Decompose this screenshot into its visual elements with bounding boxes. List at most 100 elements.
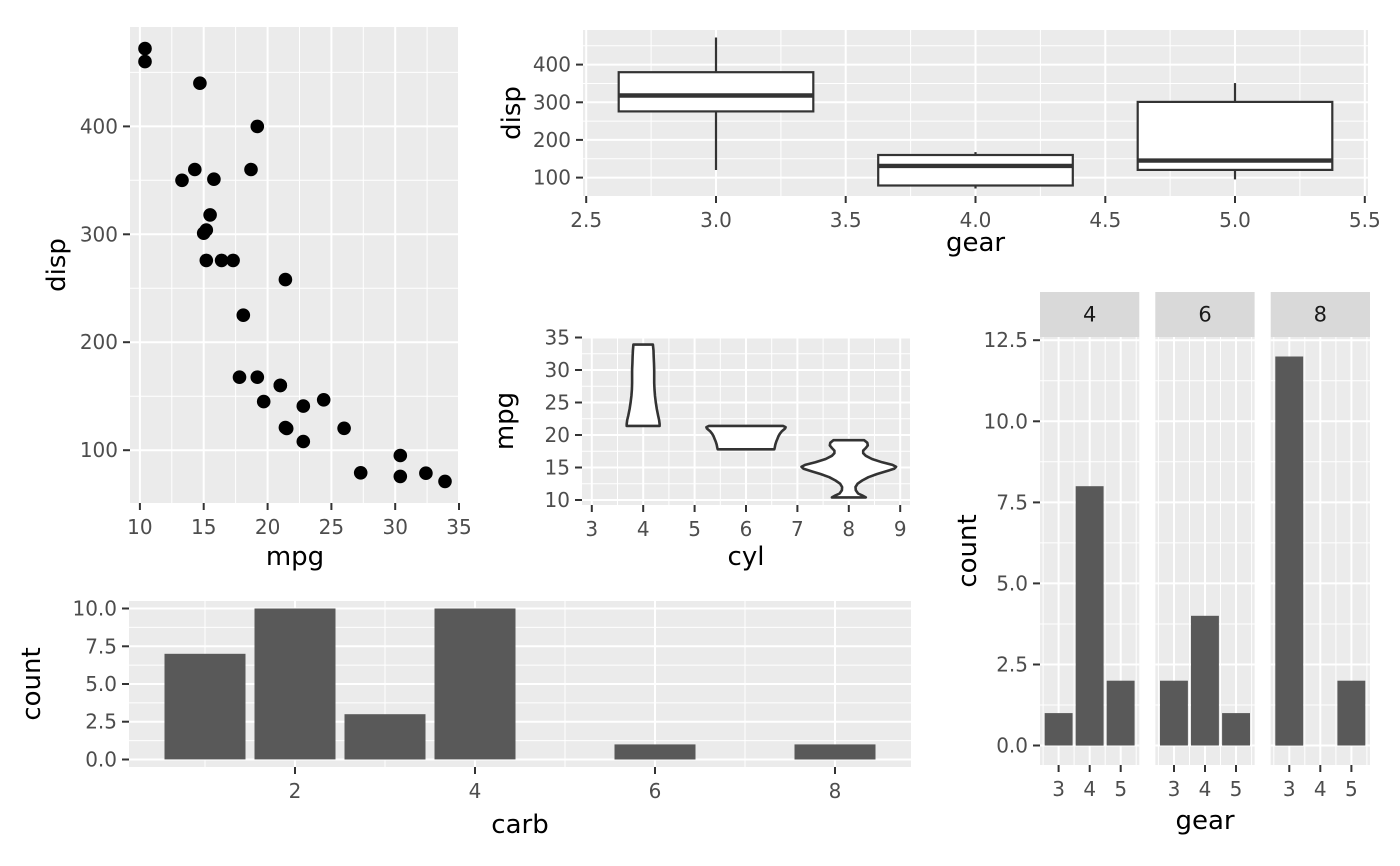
svg-text:4: 4 — [469, 779, 482, 803]
bar-count-by-carb: 2 4 6 8 0.0 2.5 5.0 7.5 10.0 carb count — [0, 580, 940, 866]
svg-text:4.0: 4.0 — [960, 208, 992, 232]
svg-text:15: 15 — [545, 456, 570, 480]
x-axis-ticks — [294, 767, 836, 774]
svg-text:30: 30 — [382, 515, 407, 539]
y-axis-tick-labels: 0.0 2.5 5.0 7.5 10.0 12.5 — [983, 328, 1028, 757]
svg-text:6: 6 — [1198, 303, 1211, 327]
facet-strip-label: 8 — [1314, 303, 1327, 327]
svg-text:5: 5 — [1114, 777, 1127, 801]
x-axis-tick-labels: 3 4 5 6 7 8 9 — [585, 517, 906, 541]
y-axis-ticks — [576, 63, 583, 179]
svg-text:30: 30 — [545, 358, 570, 382]
facet-bars-cyl-6 — [1160, 615, 1250, 746]
svg-text:2: 2 — [289, 779, 302, 803]
svg-text:count: count — [953, 514, 983, 587]
svg-text:8: 8 — [842, 517, 855, 541]
svg-text:0.0: 0.0 — [85, 748, 117, 772]
svg-text:count: count — [17, 647, 47, 720]
svg-text:mpg: mpg — [266, 542, 324, 572]
svg-text:10: 10 — [127, 515, 152, 539]
y-axis-ticks — [122, 607, 129, 761]
x-axis-tick-labels: 10 15 20 25 30 35 — [127, 515, 472, 539]
box-gear-disp: 2.5 3.0 3.5 4.0 4.5 5.0 5.5 100 200 300 400 gear dis… — [497, 30, 1381, 258]
svg-text:cyl: cyl — [728, 542, 765, 572]
svg-text:4: 4 — [1083, 777, 1096, 801]
svg-text:5: 5 — [688, 517, 701, 541]
y-axis-tick-labels: 100 200 300 400 — [80, 114, 118, 462]
svg-text:4: 4 — [637, 517, 650, 541]
svg-text:5: 5 — [1230, 777, 1243, 801]
svg-text:20: 20 — [545, 423, 570, 447]
svg-text:6: 6 — [649, 779, 662, 803]
y-axis-tick-labels: 0.0 2.5 5.0 7.5 10.0 — [72, 597, 117, 772]
svg-text:gear: gear — [946, 228, 1005, 258]
x-axis-title: mpg — [266, 542, 324, 572]
violin-mpg-by-cyl: 3 4 5 6 7 8 9 10 15 20 25 30 35 cyl mpg — [480, 280, 950, 580]
y-axis-ticks — [1033, 339, 1040, 747]
faceted-bar-count-by-gear: 4 3 4 5 6 3 4 5 8 3 4 5 0.0 2.5 5.0 7.5 10.0 12.5 gear coun… — [950, 280, 1400, 866]
svg-text:0.0: 0.0 — [996, 734, 1028, 758]
y-axis-title: count — [17, 647, 47, 720]
y-axis-tick-labels: 100 200 300 400 — [533, 53, 571, 190]
svg-text:35: 35 — [545, 326, 570, 350]
svg-text:25: 25 — [319, 515, 344, 539]
svg-text:7: 7 — [791, 517, 804, 541]
svg-text:4.5: 4.5 — [1089, 208, 1121, 232]
svg-text:3: 3 — [1052, 777, 1065, 801]
x-axis-ticks — [585, 196, 1366, 203]
y-axis-tick-labels: 10 15 20 25 30 35 — [545, 326, 570, 513]
svg-text:400: 400 — [533, 53, 571, 77]
svg-text:10: 10 — [545, 488, 570, 512]
bar-carb-count: 2 4 6 8 0.0 2.5 5.0 7.5 10.0 carb count — [17, 597, 911, 840]
svg-text:3: 3 — [1168, 777, 1181, 801]
x-axis-title: cyl — [728, 542, 765, 572]
svg-text:12.5: 12.5 — [983, 328, 1028, 352]
svg-text:disp: disp — [497, 86, 527, 140]
svg-text:7.5: 7.5 — [996, 490, 1028, 514]
facet-bars-cyl-4 — [1044, 486, 1135, 746]
facet-strip — [1155, 292, 1255, 337]
svg-text:gear: gear — [1175, 806, 1234, 836]
y-axis-title: count — [953, 514, 983, 587]
facet-strip-label: 6 — [1198, 303, 1211, 327]
svg-text:3: 3 — [1283, 777, 1296, 801]
svg-text:300: 300 — [533, 90, 571, 114]
svg-text:35: 35 — [446, 515, 471, 539]
scatter-points — [138, 41, 452, 489]
facet-strip — [1040, 292, 1140, 337]
x-axis-tick-labels: 2.5 3.0 3.5 4.0 4.5 5.0 5.5 — [570, 208, 1380, 232]
svg-text:5.0: 5.0 — [85, 672, 117, 696]
svg-text:300: 300 — [80, 222, 118, 246]
x-axis-title: gear — [1175, 806, 1234, 836]
svg-text:3: 3 — [585, 517, 598, 541]
violin-shapes — [625, 343, 898, 499]
svg-text:100: 100 — [80, 438, 118, 462]
svg-text:5.0: 5.0 — [1219, 208, 1251, 232]
svg-text:2.5: 2.5 — [85, 710, 117, 734]
svg-text:20: 20 — [255, 515, 280, 539]
svg-text:2.5: 2.5 — [996, 653, 1028, 677]
panel-background — [130, 27, 460, 503]
svg-text:10.0: 10.0 — [983, 409, 1028, 433]
svg-text:5.0: 5.0 — [996, 571, 1028, 595]
svg-text:200: 200 — [80, 330, 118, 354]
y-axis-ticks — [123, 125, 130, 452]
svg-text:200: 200 — [533, 128, 571, 152]
svg-text:8: 8 — [1314, 303, 1327, 327]
y-axis-title: disp — [42, 238, 72, 292]
svg-text:5.5: 5.5 — [1349, 208, 1381, 232]
svg-text:15: 15 — [191, 515, 216, 539]
svg-text:4: 4 — [1083, 303, 1096, 327]
svg-text:mpg: mpg — [490, 392, 520, 450]
scatter-disp-vs-mpg: 10 15 20 25 30 35 100 200 300 400 mpg disp — [0, 0, 480, 580]
x-axis-tick-labels: 2 4 6 8 — [289, 779, 842, 803]
svg-text:25: 25 — [545, 391, 570, 415]
svg-text:10.0: 10.0 — [72, 597, 117, 621]
svg-text:5: 5 — [1345, 777, 1358, 801]
svg-text:disp: disp — [42, 238, 72, 292]
x-axis-ticks — [590, 505, 902, 512]
gridlines — [129, 601, 911, 767]
svg-text:8: 8 — [829, 779, 842, 803]
